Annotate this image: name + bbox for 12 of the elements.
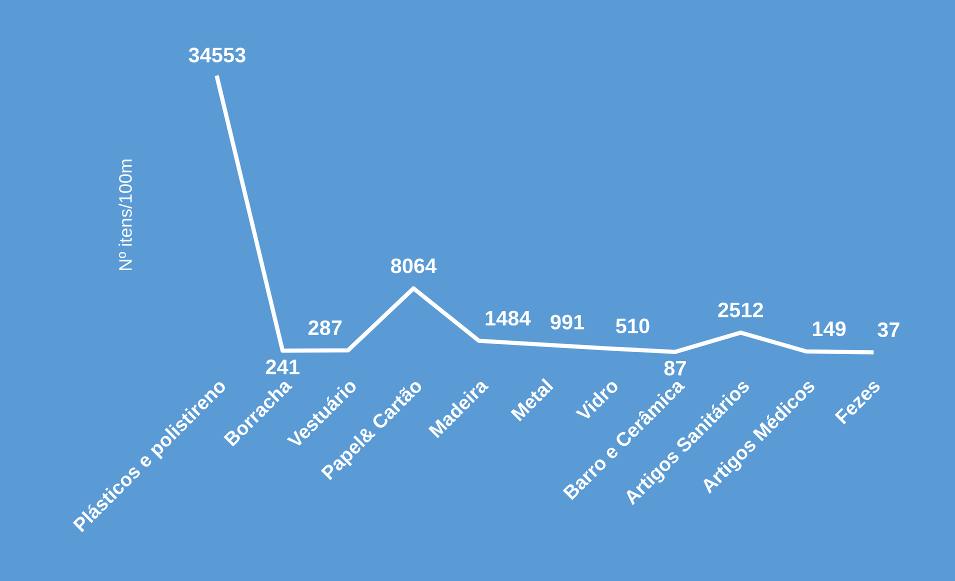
data-label: 510 <box>616 318 650 334</box>
data-label: 241 <box>266 360 300 374</box>
data-label: 991 <box>550 314 584 330</box>
data-label: 1484 <box>486 310 531 326</box>
data-label: 149 <box>812 321 846 336</box>
data-label: 2512 <box>718 302 763 318</box>
y-axis-title: Nº itens/100m <box>118 160 132 270</box>
data-label: 87 <box>664 360 686 376</box>
data-label: 37 <box>878 322 900 338</box>
data-label: 287 <box>308 320 342 336</box>
data-label: 8064 <box>390 258 437 274</box>
data-label: 34553 <box>188 48 246 62</box>
